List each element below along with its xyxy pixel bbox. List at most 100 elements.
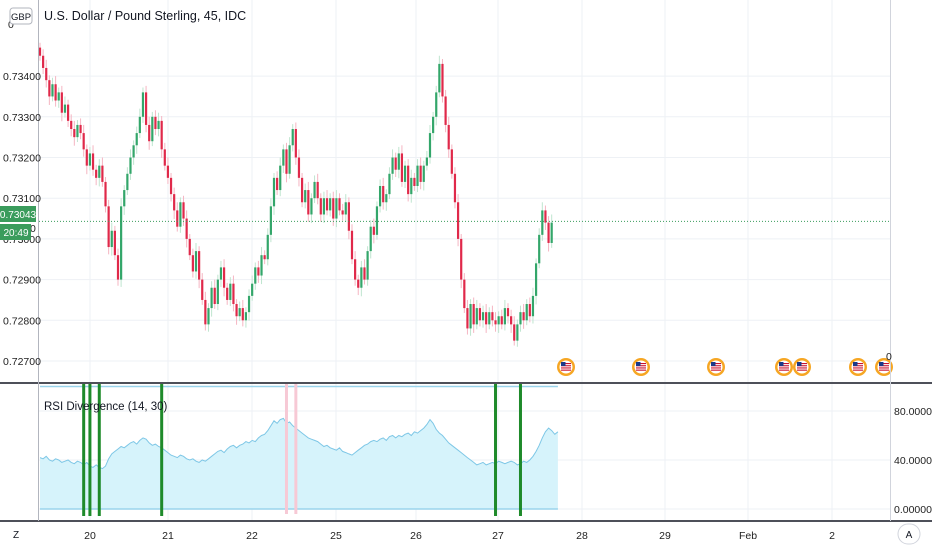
candle-body xyxy=(394,157,397,170)
candle-body xyxy=(382,185,385,203)
flag-canton xyxy=(879,362,884,366)
rsi-pane[interactable] xyxy=(39,384,559,516)
candle-body xyxy=(329,198,332,211)
economic-event-flag-icon[interactable] xyxy=(875,358,893,376)
candle-body xyxy=(266,234,269,260)
candle-body xyxy=(42,55,45,68)
candle-body xyxy=(400,153,404,182)
symbol-title[interactable]: U.S. Dollar / Pound Sterling, 45, IDC xyxy=(44,9,246,23)
candle-body xyxy=(179,202,182,227)
candle-body xyxy=(160,120,163,150)
current-price-badge-box xyxy=(0,206,36,222)
candle-body xyxy=(95,169,98,178)
candle-body xyxy=(176,210,179,227)
candle-body xyxy=(307,190,310,215)
candle-body xyxy=(438,63,441,93)
candle-body xyxy=(120,206,123,280)
candle-body xyxy=(472,304,475,325)
candle-body xyxy=(116,255,120,280)
time-tick-label: 20 xyxy=(84,530,96,542)
candle-body xyxy=(397,153,400,170)
flag-stripe xyxy=(636,363,646,365)
economic-event-flag-icon[interactable] xyxy=(632,358,650,376)
candle-body xyxy=(460,238,463,280)
candle-body xyxy=(138,116,141,134)
candle-body xyxy=(185,218,188,239)
candle-body xyxy=(272,177,276,207)
candle-body xyxy=(494,320,497,325)
candle-body xyxy=(453,173,457,203)
candle-body xyxy=(357,279,360,288)
rsi-tick-label: 80.00000 xyxy=(894,406,932,418)
economic-events[interactable] xyxy=(557,358,893,376)
flag-canton xyxy=(853,362,858,366)
candle-body xyxy=(135,133,138,146)
currency-badge-box[interactable] xyxy=(9,7,33,25)
candle-body xyxy=(222,267,226,288)
candle-body xyxy=(407,165,410,195)
candle-body xyxy=(151,116,154,142)
candle-body xyxy=(525,304,528,321)
economic-event-flag-icon[interactable] xyxy=(849,358,867,376)
flag-stripe xyxy=(853,365,863,367)
price-candles[interactable] xyxy=(38,42,553,347)
candle-body xyxy=(463,279,466,309)
flag-stripe xyxy=(797,367,807,369)
candle-body xyxy=(254,267,257,284)
candle-body xyxy=(441,63,444,97)
current-price-badge: 0.73043 xyxy=(0,210,37,221)
auto-scale-button[interactable]: A xyxy=(906,530,913,541)
flag-stripe xyxy=(636,365,646,367)
candle-body xyxy=(279,165,282,191)
zoom-button[interactable]: Z xyxy=(13,530,19,541)
candle-body xyxy=(544,210,547,223)
candle-body xyxy=(375,206,379,235)
flag-stripe xyxy=(879,365,889,367)
economic-event-flag-icon[interactable] xyxy=(793,358,811,376)
candle-body xyxy=(51,84,54,97)
rsi-right-scale[interactable]: 0.00000 40.00000 80.00000 xyxy=(894,406,932,516)
auto-scale-button-box[interactable] xyxy=(897,523,921,545)
candle-body xyxy=(297,157,301,178)
rsi-tick-label: 0.00000 xyxy=(894,504,932,516)
candle-body xyxy=(410,177,413,195)
candle-body xyxy=(425,157,428,166)
candle-body xyxy=(403,165,407,182)
flag-stripe xyxy=(879,363,889,365)
flag-canton xyxy=(711,362,716,366)
candle-body xyxy=(522,312,525,321)
candle-body xyxy=(341,210,344,215)
candle-body xyxy=(144,92,148,125)
candle-body xyxy=(310,198,313,215)
zoom-button-box[interactable] xyxy=(8,526,24,544)
candle-body xyxy=(88,153,92,166)
price-tick-label: 0.73400 xyxy=(3,71,41,83)
candle-body xyxy=(101,165,104,182)
candle-body xyxy=(450,149,453,174)
candle-body xyxy=(260,255,263,276)
bullish-divergence-marker xyxy=(494,384,498,516)
candle-body xyxy=(113,230,116,256)
candle-body xyxy=(350,230,354,260)
candle-body xyxy=(503,308,506,325)
candle-body xyxy=(481,312,485,321)
candle-body xyxy=(216,279,219,305)
candle-body xyxy=(232,283,235,305)
candle-body xyxy=(129,157,132,174)
rsi-indicator-title[interactable]: RSI Divergence (14, 30) xyxy=(44,401,168,413)
candle-body xyxy=(204,299,207,325)
time-tick-label: 26 xyxy=(410,530,422,542)
candle-body xyxy=(325,198,329,211)
left-edge-top-label: 0 xyxy=(8,19,14,31)
candle-body xyxy=(288,145,291,174)
flag-stripe xyxy=(711,367,721,369)
candle-body xyxy=(510,316,513,325)
flag-stripe xyxy=(561,365,571,367)
economic-event-flag-icon[interactable] xyxy=(557,358,575,376)
economic-event-flag-icon[interactable] xyxy=(707,358,725,376)
price-tick-label: 0.72900 xyxy=(3,275,41,287)
time-axis[interactable]: 20 21 22 25 26 27 28 29 Feb 2 xyxy=(84,530,835,542)
economic-event-flag-icon[interactable] xyxy=(775,358,793,376)
candle-body xyxy=(163,149,166,166)
candle-body xyxy=(322,198,326,215)
